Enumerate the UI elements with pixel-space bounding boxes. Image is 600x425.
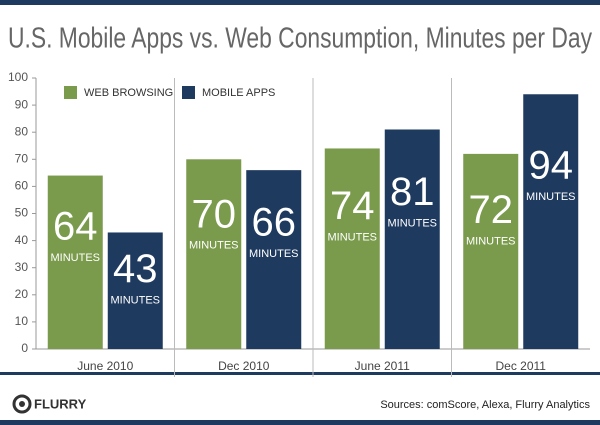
value-label: 70: [192, 192, 237, 236]
value-unit: MINUTES: [51, 252, 101, 264]
value-unit: MINUTES: [388, 217, 438, 229]
y-tick-label: 60: [15, 179, 29, 193]
value-unit: MINUTES: [111, 295, 161, 307]
legend-swatch: [182, 86, 195, 99]
bar: [324, 148, 380, 349]
value-unit: MINUTES: [189, 240, 239, 252]
y-tick-label: 40: [15, 233, 29, 247]
value-label: 94: [529, 144, 574, 188]
value-unit: MINUTES: [249, 248, 299, 260]
bar: [463, 153, 519, 349]
legend-label: WEB BROWSING: [84, 87, 173, 99]
bar: [246, 170, 302, 349]
value-unit: MINUTES: [328, 232, 378, 244]
value-label: 43: [113, 247, 158, 291]
bar: [523, 94, 579, 349]
value-label: 81: [390, 170, 435, 214]
value-label: 64: [53, 204, 98, 248]
footer-rule: [0, 372, 600, 375]
bar: [47, 175, 103, 349]
value-unit: MINUTES: [526, 191, 576, 203]
source: Sources: comScore, Alexa, Flurry Analyti…: [380, 399, 590, 411]
y-tick-label: 30: [15, 260, 29, 274]
y-tick-label: 20: [15, 287, 29, 301]
logo-icon: [12, 394, 32, 414]
y-tick-label: 50: [15, 206, 29, 220]
bar: [384, 129, 440, 349]
y-tick-label: 0: [21, 341, 28, 355]
value-label: 72: [469, 188, 514, 232]
bar: [186, 159, 242, 349]
value-unit: MINUTES: [466, 236, 516, 248]
y-tick-label: 70: [15, 151, 29, 165]
bottom-bar: [0, 420, 600, 425]
x-tick-label: June 2011: [355, 359, 410, 373]
x-tick-label: Dec 2010: [218, 359, 270, 373]
x-tick-label: Dec 2011: [496, 359, 547, 373]
y-tick-label: 100: [8, 70, 28, 84]
chart-title: U.S. Mobile Apps vs. Web Consumption, Mi…: [8, 23, 592, 55]
legend-label: MOBILE APPS: [202, 87, 275, 99]
top-bar: [0, 0, 600, 5]
logo: FLURRY: [34, 396, 87, 411]
x-tick-label: June 2010: [77, 359, 133, 373]
value-label: 74: [330, 184, 375, 228]
logo-icon-dot: [19, 401, 25, 407]
legend-swatch: [64, 86, 77, 99]
y-tick-label: 90: [15, 97, 29, 111]
y-tick-label: 10: [15, 314, 29, 328]
bar: [107, 232, 163, 349]
y-tick-label: 80: [15, 124, 29, 138]
value-label: 66: [252, 200, 297, 244]
